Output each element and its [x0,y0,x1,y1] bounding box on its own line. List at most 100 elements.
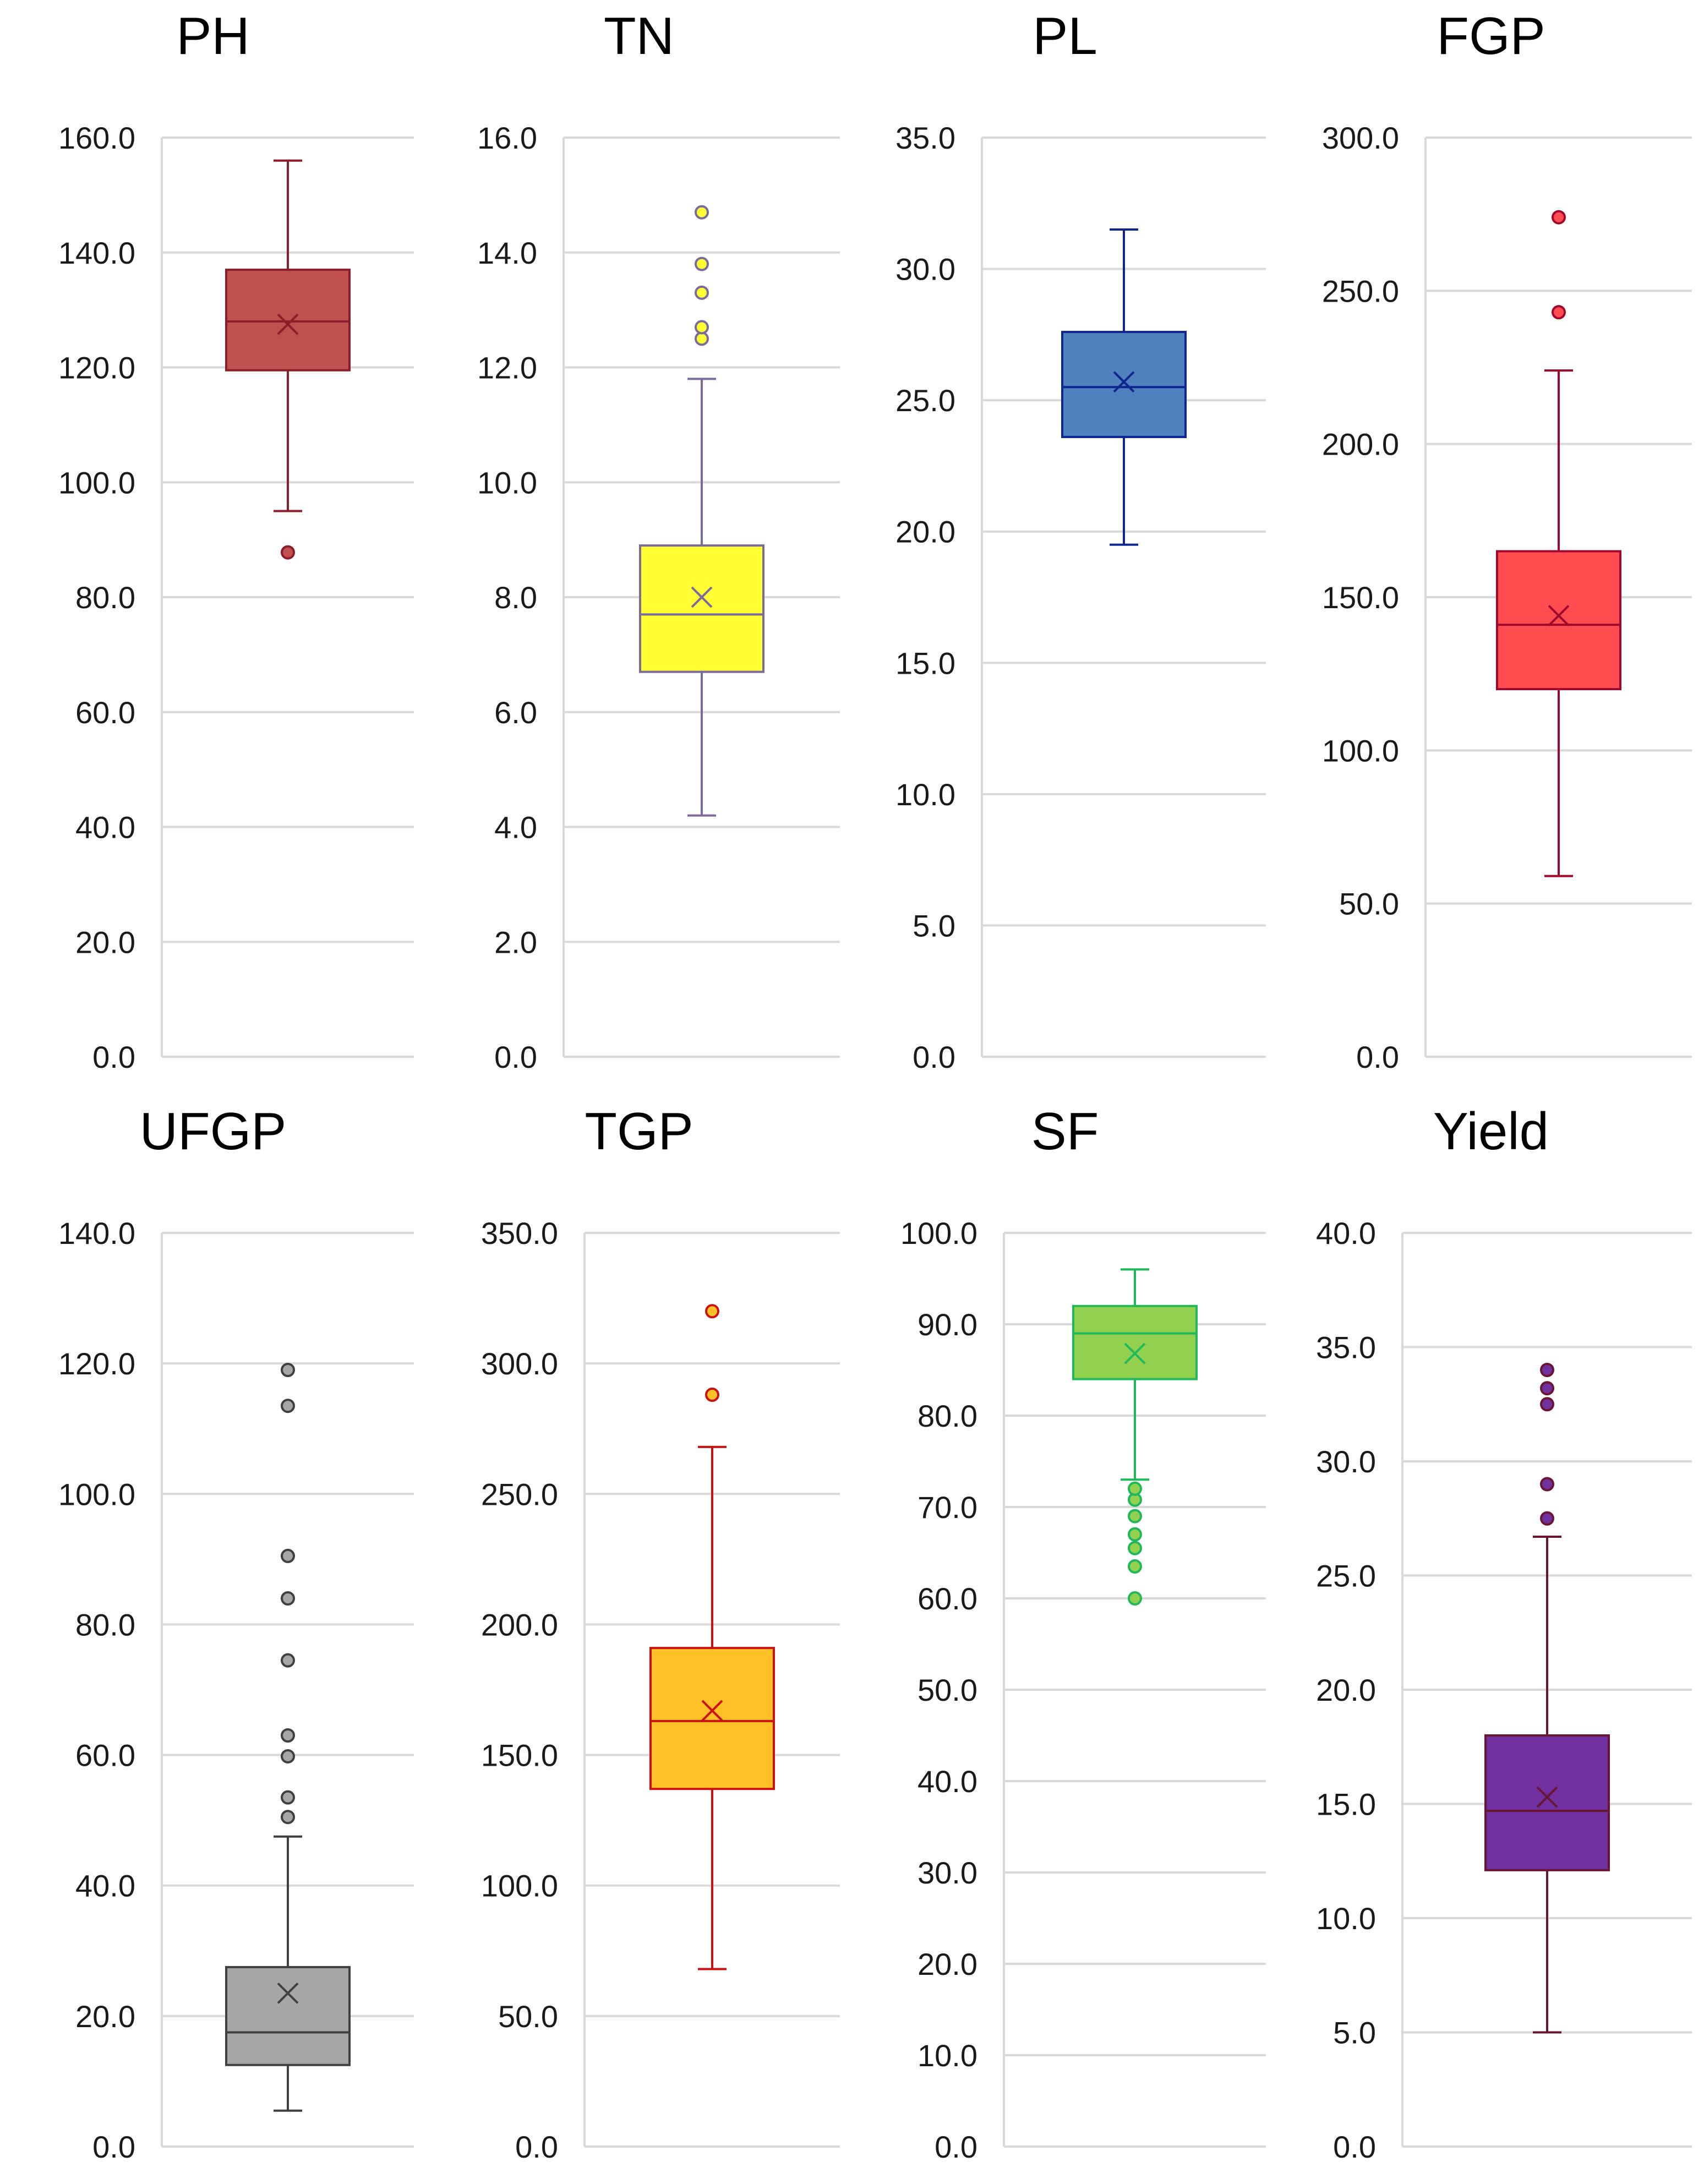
mean-marker [1548,604,1570,626]
y-tick-label: 10.0 [895,777,955,812]
y-tick-label: 120.0 [58,351,135,385]
y-tick-label: 20.0 [1316,1673,1376,1707]
mean-marker [701,1700,723,1722]
y-tick-label: 4.0 [494,810,537,845]
y-tick-label: 80.0 [75,1607,135,1642]
panel-title: PH [176,7,250,65]
iqr-box [225,1965,351,2066]
y-tick-label: 25.0 [895,383,955,418]
mean-marker-stroke [701,1700,723,1722]
y-tick-label: 100.0 [58,1477,135,1511]
outlier-point [281,1548,295,1563]
mean-marker-stroke [1124,1342,1146,1364]
outlier-point [1540,1477,1554,1492]
y-tick-label: 6.0 [494,695,537,730]
y-tick-label: 140.0 [58,1216,135,1251]
mean-marker-stroke [1548,604,1570,626]
y-tick-label: 350.0 [481,1216,558,1251]
y-tick-label: 0.0 [494,1040,537,1074]
y-tick-label: 100.0 [481,1869,558,1903]
y-tick-label: 10.0 [1316,1901,1376,1936]
outlier-point [1540,1397,1554,1412]
y-tick-label: 80.0 [75,580,135,615]
y-tick-label: 100.0 [58,465,135,500]
outlier-point [1540,1511,1554,1526]
y-tick-label: 0.0 [935,2130,977,2164]
mean-marker [1113,371,1135,393]
y-tick-label: 60.0 [75,695,135,730]
boxplot-svg: 0.0 50.0 100.0 150.0 200.0 250.0 300.0 350.0 [481,1216,840,2164]
outlier-point [1552,305,1566,320]
panel-fgp: FGP 0.0 50.0 100.0 150.0 200.0 250.0 300.0 [1278,0,1704,1095]
outlier-point [281,1728,295,1743]
mean-marker [277,1982,299,2004]
y-tick-label: 12.0 [477,351,537,385]
panel-title: FGP [1437,7,1545,65]
iqr-box [649,1647,775,1790]
boxplot-svg: 0.0 5.0 10.0 15.0 20.0 25.0 30.0 35.0 40.0 [1316,1216,1692,2164]
y-tick-label: 0.0 [1333,2130,1376,2164]
y-tick-label: 50.0 [917,1673,977,1707]
outlier-point [281,1653,295,1668]
panel-sf: SF 0.0 10.0 20.0 30.0 40.0 50.0 60.0 70.0 80.0 90… [852,1095,1278,2184]
panel-title: Yield [1433,1102,1549,1161]
boxplot-svg: 0.0 2.0 4.0 6.0 8.0 10.0 12.0 14.0 16.0 [477,121,840,1074]
y-tick-label: 20.0 [75,1999,135,2034]
panel-title: SF [1031,1102,1099,1161]
y-tick-label: 90.0 [917,1307,977,1342]
y-tick-label: 16.0 [477,121,537,155]
outlier-point [695,285,709,300]
boxplot-svg: 0.0 10.0 20.0 30.0 40.0 50.0 60.0 70.0 80.0 90.0 1… [900,1216,1266,2164]
panel-pl: PL 0.0 5.0 10.0 15.0 20.0 25.0 30.0 35.0 [852,0,1278,1095]
panel-title: TN [604,7,674,65]
panel-tgp: TGP 0.0 50.0 100.0 150.0 200.0 250.0 300.0 350.… [426,1095,852,2184]
y-tick-label: 2.0 [494,925,537,959]
y-tick-label: 14.0 [477,236,537,270]
outlier-point [705,1304,719,1319]
y-tick-label: 30.0 [895,252,955,287]
y-tick-label: 150.0 [1322,580,1399,615]
outlier-point [1540,1381,1554,1396]
boxplot-svg: 0.0 20.0 40.0 60.0 80.0 100.0 120.0 140.0 [58,1216,414,2164]
outlier-point [695,320,709,335]
y-tick-label: 20.0 [895,515,955,549]
mean-marker-stroke [277,1982,299,2004]
y-tick-label: 150.0 [481,1738,558,1773]
mean-marker [1536,1786,1558,1808]
mean-marker-stroke [691,586,713,608]
y-tick-label: 30.0 [917,1855,977,1890]
panel-ufgp: UFGP 0.0 20.0 40.0 60.0 80.0 100.0 120.0 140.0 [0,1095,426,2184]
y-tick-label: 140.0 [58,236,135,270]
y-tick-label: 200.0 [481,1607,558,1642]
y-tick-label: 100.0 [900,1216,977,1251]
y-tick-label: 60.0 [917,1581,977,1616]
iqr-box [1072,1304,1198,1380]
mean-marker [691,586,713,608]
outlier-point [695,331,709,346]
outlier-point [281,1749,295,1763]
panel-title: TGP [585,1102,693,1161]
outlier-point [695,205,709,220]
outlier-point [281,545,295,560]
y-tick-label: 25.0 [1316,1559,1376,1593]
y-tick-label: 50.0 [498,1999,558,2034]
iqr-box [639,544,764,673]
y-tick-label: 60.0 [75,1738,135,1773]
mean-marker-stroke [277,313,299,335]
y-tick-label: 160.0 [58,121,135,155]
boxplot-svg: 0.0 50.0 100.0 150.0 200.0 250.0 300.0 [1322,121,1692,1074]
outlier-point [281,1399,295,1413]
outlier-point [1128,1559,1142,1574]
y-tick-label: 30.0 [1316,1444,1376,1479]
outlier-point [1552,210,1566,225]
y-tick-label: 20.0 [75,925,135,959]
outlier-point [695,256,709,271]
outlier-point [1128,1481,1142,1496]
y-tick-label: 40.0 [1316,1216,1376,1251]
y-tick-label: 0.0 [92,1040,135,1074]
y-tick-label: 10.0 [917,2038,977,2073]
y-tick-label: 250.0 [481,1477,558,1511]
mean-marker [277,313,299,335]
boxplot-svg: 0.0 5.0 10.0 15.0 20.0 25.0 30.0 35.0 [895,121,1266,1074]
